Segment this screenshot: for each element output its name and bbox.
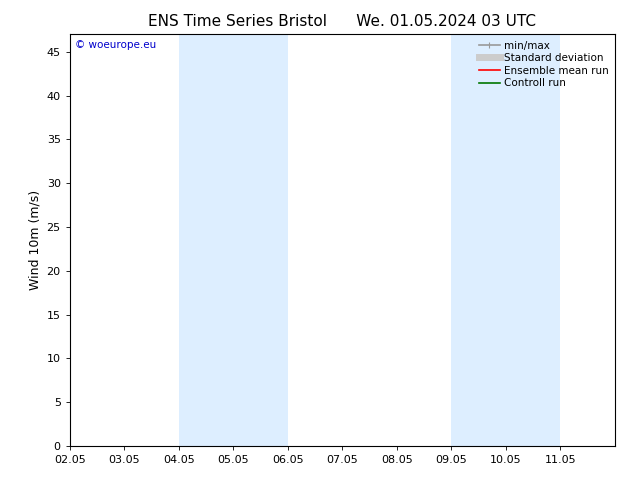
Bar (179, 34, 288, 446)
Text: © woeurope.eu: © woeurope.eu (75, 41, 157, 50)
Y-axis label: Wind 10m (m/s): Wind 10m (m/s) (28, 190, 41, 290)
Bar (451, 34, 560, 446)
Title: ENS Time Series Bristol      We. 01.05.2024 03 UTC: ENS Time Series Bristol We. 01.05.2024 0… (148, 14, 536, 29)
Legend: min/max, Standard deviation, Ensemble mean run, Controll run: min/max, Standard deviation, Ensemble me… (476, 37, 612, 92)
